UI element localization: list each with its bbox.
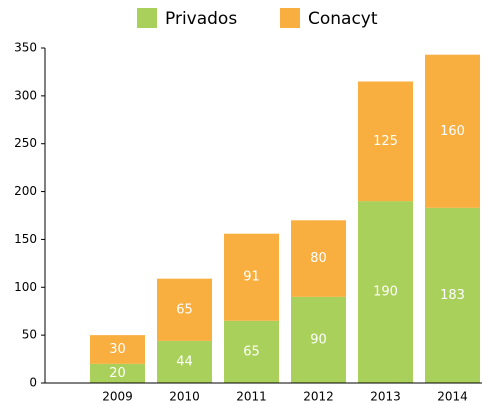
value-label: 30	[109, 342, 126, 357]
bar-segment	[425, 207, 480, 383]
y-tick-label: 300	[14, 88, 37, 102]
y-tick-label: 150	[14, 232, 37, 246]
x-tick-label: 2009	[102, 390, 133, 404]
value-label: 91	[243, 270, 260, 285]
bar-segment	[224, 320, 279, 383]
bar-segment	[358, 81, 413, 202]
value-label: 44	[176, 354, 193, 369]
bar-segment	[90, 335, 145, 364]
legend-swatch	[137, 8, 157, 28]
x-tick-label: 2012	[303, 390, 334, 404]
y-tick-label: 50	[22, 328, 37, 342]
value-label: 65	[176, 302, 193, 317]
y-tick-label: 250	[14, 136, 37, 150]
bar-segment	[358, 201, 413, 383]
legend-label: Privados	[165, 9, 237, 29]
value-label: 65	[243, 344, 260, 359]
bar-segment	[90, 363, 145, 383]
value-label: 125	[373, 134, 398, 149]
y-tick-label: 0	[29, 376, 37, 390]
bar-segment	[425, 54, 480, 208]
value-label: 20	[109, 366, 126, 381]
x-tick-label: 2010	[169, 390, 200, 404]
value-label: 90	[310, 332, 327, 347]
value-label: 190	[373, 285, 398, 300]
legend-label: Conacyt	[308, 9, 378, 29]
bar-segment	[224, 233, 279, 321]
bar-segment	[291, 220, 346, 297]
value-label: 160	[440, 124, 465, 139]
bar-segment	[157, 278, 212, 341]
y-tick-label: 200	[14, 184, 37, 198]
y-tick-label: 100	[14, 280, 37, 294]
legend-swatch	[280, 8, 300, 28]
x-tick-label: 2013	[370, 390, 401, 404]
x-tick-label: 2014	[437, 390, 468, 404]
value-label: 80	[310, 251, 327, 266]
x-tick-label: 2011	[236, 390, 267, 404]
bar-segment	[291, 296, 346, 383]
value-label: 183	[440, 288, 465, 303]
bar-segment	[157, 340, 212, 383]
y-tick-label: 350	[14, 41, 37, 55]
